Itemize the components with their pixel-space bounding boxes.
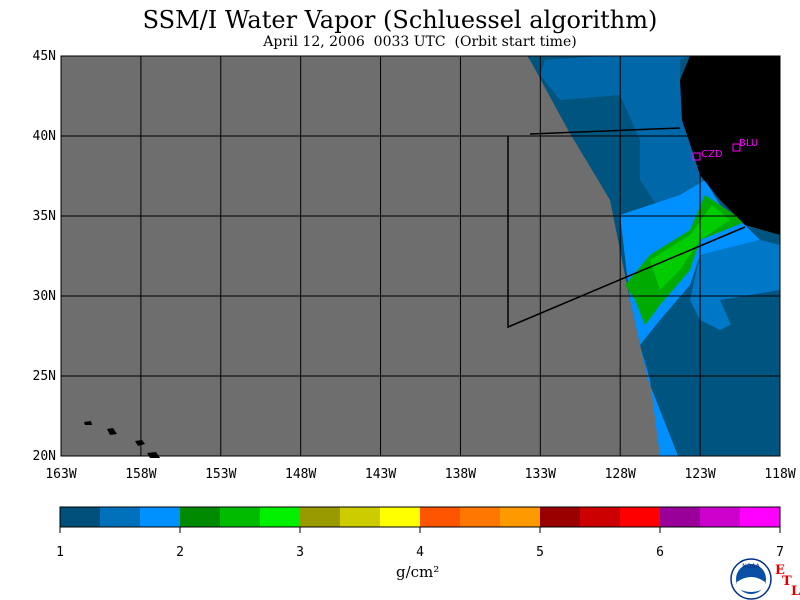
colorbar-swatch <box>540 507 581 527</box>
lon-label: 118W <box>764 467 795 482</box>
colorbar-swatch <box>340 507 381 527</box>
longitude-labels: 163W 158W 153W 148W 143W 138W 133W 128W 123W 118W <box>45 467 795 482</box>
lat-label: 45N <box>33 49 56 64</box>
flight-track-leg <box>529 127 681 135</box>
latitude-labels: 45N 40N 35N 30N 25N 20N <box>33 49 56 464</box>
noaa-logo: NOAA <box>730 558 772 600</box>
colorbar-tick-label: 3 <box>296 545 304 560</box>
lon-label: 138W <box>445 467 476 482</box>
lat-label: 20N <box>33 449 56 464</box>
colorbar-tick-label: 6 <box>656 545 664 560</box>
station-blu-marker <box>732 143 741 152</box>
colorbar-ticks: 1 2 3 4 5 6 7 <box>56 527 784 560</box>
swath-mid-vapor-north <box>540 56 705 210</box>
island-kauai <box>84 421 92 425</box>
lon-label: 128W <box>605 467 636 482</box>
lat-label: 25N <box>33 369 56 384</box>
noaa-logo-text: NOAA <box>742 563 760 570</box>
colorbar-tick-label: 1 <box>56 545 64 560</box>
lat-lon-grid <box>61 56 780 456</box>
colorbar-tick-label: 4 <box>416 545 424 560</box>
swath-high-vapor-band <box>620 180 760 456</box>
lon-label: 123W <box>684 467 715 482</box>
colorbar <box>59 506 781 528</box>
colorbar-swatch <box>460 507 501 527</box>
map-title: SSM/I Water Vapor (Schluessel algorithm) <box>142 6 658 34</box>
satellite-swath <box>527 56 780 456</box>
flight-track <box>507 136 746 329</box>
colorbar-tick-label: 5 <box>536 545 544 560</box>
lat-label: 40N <box>33 129 56 144</box>
island-oahu <box>107 428 117 435</box>
island-maui <box>135 440 145 446</box>
colorbar-tick-label: 2 <box>176 545 184 560</box>
station-czd: CZD <box>692 149 723 161</box>
hawaiian-islands <box>84 421 160 458</box>
lon-label: 148W <box>285 467 316 482</box>
lon-label: 163W <box>45 467 76 482</box>
colorbar-tick-label: 7 <box>776 545 784 560</box>
colorbar-swatch <box>380 507 421 527</box>
colorbar-swatch <box>300 507 341 527</box>
colorbar-swatch <box>420 507 461 527</box>
colorbar-swatch <box>180 507 221 527</box>
swath-moist-plume-core <box>650 205 730 290</box>
lat-label: 30N <box>33 289 56 304</box>
lon-label: 143W <box>365 467 396 482</box>
colorbar-units: g/cm² <box>396 563 440 581</box>
colorbar-swatch <box>500 507 541 527</box>
lon-label: 153W <box>205 467 236 482</box>
etl-letter-t: T <box>782 574 792 589</box>
map-frame <box>60 55 781 457</box>
etl-letter-e: E <box>775 563 785 578</box>
north-america-land <box>680 56 780 235</box>
lon-label: 158W <box>125 467 156 482</box>
lat-label: 35N <box>33 209 56 224</box>
colorbar-swatch <box>60 507 101 527</box>
colorbar-swatch <box>220 507 261 527</box>
colorbar-swatch <box>740 507 781 527</box>
station-blu-label: BLU <box>739 138 758 149</box>
swath-dry-patch <box>720 290 780 350</box>
station-czd-marker <box>692 152 701 161</box>
colorbar-swatch <box>100 507 141 527</box>
colorbar-swatch <box>620 507 661 527</box>
colorbar-swatch <box>140 507 181 527</box>
colorbar-swatch <box>260 507 301 527</box>
station-czd-label: CZD <box>701 149 723 160</box>
colorbar-swatch <box>700 507 741 527</box>
colorbar-swatch <box>660 507 701 527</box>
colorbar-swatch <box>580 507 621 527</box>
station-blu: BLU <box>732 138 758 152</box>
lon-label: 133W <box>525 467 556 482</box>
map-subtitle: April 12, 2006 0033 UTC (Orbit start tim… <box>263 34 577 50</box>
etl-letter-l: L <box>791 584 800 599</box>
